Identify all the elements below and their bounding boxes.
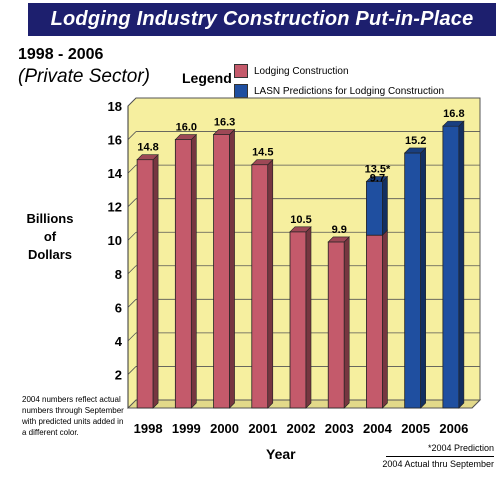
footnote-actual: 2004 Actual thru September (382, 459, 494, 469)
legend-label-lodging: Lodging Construction (254, 65, 349, 77)
data-label: 10.5 (290, 214, 311, 226)
footnote-prediction: *2004 Prediction (427, 443, 494, 453)
legend-title: Legend (182, 70, 232, 86)
gridline-side (127, 366, 137, 375)
x-tick-label: 2003 (325, 421, 354, 436)
data-label: 16.8 (443, 108, 464, 120)
bar-lodging-side (152, 153, 159, 409)
side-note: 2004 numbers reflect actual numbers thro… (22, 395, 124, 437)
extra-data-label: 9.7 (370, 173, 385, 185)
bar-top (251, 159, 274, 166)
bar-prediction-side (420, 147, 426, 409)
y-tick-label: 14 (108, 166, 123, 181)
data-label: 16.0 (176, 122, 197, 134)
x-tick-label: 1998 (134, 421, 163, 436)
y-axis-label-line1: Billions (26, 211, 74, 226)
bar-lodging-side (305, 226, 312, 409)
data-label: 13.5* (365, 164, 391, 176)
x-tick-label: 2000 (210, 421, 239, 436)
gridline-side (127, 332, 137, 342)
bar-prediction (404, 152, 422, 409)
bar-lodging-side (343, 236, 350, 409)
bar-lodging-side (267, 158, 274, 409)
y-tick-label: 4 (115, 334, 123, 349)
bar-top (289, 226, 312, 233)
bar-lodging (136, 159, 154, 409)
gridline-side (127, 231, 137, 241)
y-tick-label: 6 (115, 300, 122, 315)
x-tick-label: 1999 (172, 421, 201, 436)
bar-top (403, 147, 427, 154)
bar-top (327, 236, 350, 243)
y-axis-label: Billions of Dollars (22, 210, 78, 264)
bar-lodging (366, 234, 383, 409)
y-tick-label: 16 (108, 133, 122, 148)
data-label: 16.3 (214, 117, 235, 129)
gridline-side (127, 299, 137, 308)
sector-label: (Private Sector) (18, 66, 150, 87)
bar-lodging (174, 139, 192, 409)
data-label: 9.9 (332, 224, 347, 236)
x-axis-label: Year (266, 446, 296, 462)
y-tick-label: 12 (108, 200, 122, 215)
bar-prediction (442, 125, 460, 409)
gridline-side (127, 164, 137, 174)
bar-prediction-side (458, 120, 465, 409)
x-tick-label: 2004 (363, 421, 393, 436)
bar-top (136, 154, 159, 160)
bar-top (442, 120, 465, 127)
bar-lodging-side (229, 128, 235, 409)
bar-top (365, 176, 389, 182)
gridline-side (127, 97, 137, 107)
y-tick-label: 10 (108, 233, 122, 248)
x-tick-label: 2006 (439, 421, 468, 436)
bar-top (212, 129, 236, 135)
y-tick-label: 8 (115, 267, 122, 282)
chart-title: Lodging Industry Construction Put-in-Pla… (50, 8, 474, 30)
bar-lodging (251, 164, 269, 409)
gridline-side (127, 131, 137, 140)
x-tick-label: 2002 (287, 421, 316, 436)
bar-top (174, 134, 198, 140)
gridline-side (127, 265, 137, 275)
footnote-divider (386, 456, 494, 457)
legend-swatch-lodging (234, 64, 248, 78)
y-tick-label: 18 (108, 99, 122, 114)
bar-lodging (213, 134, 230, 409)
year-range: 1998 - 2006 (18, 46, 104, 63)
bar-lodging (289, 231, 307, 409)
data-label: 14.5 (252, 147, 273, 159)
bar-lodging-side (191, 133, 197, 409)
title-banner: Lodging Industry Construction Put-in-Pla… (28, 3, 496, 36)
data-label: 14.8 (137, 142, 158, 154)
legend-item-lodging: Lodging Construction (234, 64, 349, 78)
gridline-side (127, 198, 137, 207)
bar-prediction (366, 181, 383, 236)
legend-label-predictions: LASN Predictions for Lodging Constructio… (254, 85, 445, 97)
bar-lodging-side (382, 229, 388, 409)
x-tick-label: 2005 (401, 421, 430, 436)
y-axis-label-line2: of (43, 229, 57, 244)
x-tick-label: 2001 (248, 421, 277, 436)
bar-prediction-side (382, 175, 388, 236)
y-tick-label: 2 (115, 367, 122, 382)
y-axis-label-line3: Dollars (27, 247, 73, 262)
bar-lodging (327, 241, 345, 409)
data-label: 15.2 (405, 135, 426, 147)
